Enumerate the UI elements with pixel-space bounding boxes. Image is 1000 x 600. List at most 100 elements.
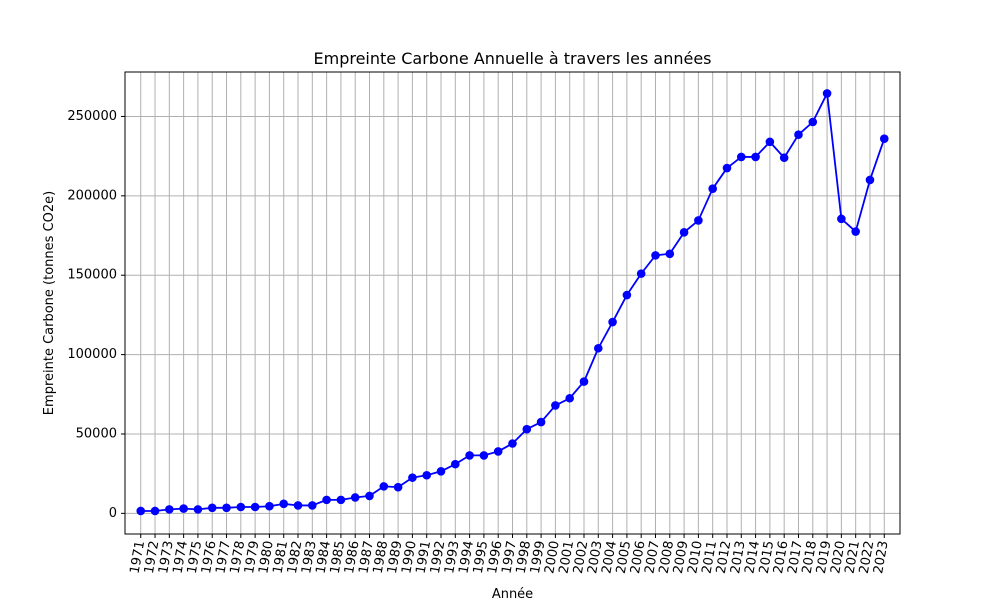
data-point	[879, 134, 889, 143]
data-point	[508, 439, 517, 448]
data-point	[636, 269, 646, 278]
x-tick-label: 1976	[199, 540, 220, 575]
x-tick-label: 1973	[156, 540, 177, 575]
data-point	[308, 501, 317, 510]
x-axis-title: Année	[492, 587, 533, 600]
x-tick-label: 1972	[142, 540, 163, 575]
x-tick-label: 1979	[242, 540, 263, 575]
x-axis-ticks: 1971197219731974197519761977197819791980…	[128, 534, 892, 575]
x-tick-label: 2008	[657, 540, 678, 575]
y-tick-label: 100000	[67, 347, 117, 362]
x-tick-label: 2022	[857, 540, 878, 575]
data-point	[579, 377, 589, 386]
x-tick-label: 2002	[571, 540, 592, 575]
x-tick-label: 2018	[800, 540, 821, 575]
x-tick-label: 1981	[271, 540, 292, 575]
data-point	[393, 482, 403, 492]
data-point	[736, 152, 746, 162]
x-tick-label: 2015	[757, 540, 778, 575]
y-tick-label: 250000	[67, 109, 117, 124]
y-tick-label: 50000	[76, 426, 117, 441]
x-tick-label: 2004	[599, 540, 620, 575]
data-point	[250, 502, 260, 512]
data-point	[651, 251, 660, 260]
data-point	[293, 501, 303, 510]
chart-title: Empreinte Carbone Annuelle à travers les…	[314, 49, 712, 68]
data-point	[465, 451, 474, 460]
x-tick-label: 1991	[414, 540, 435, 575]
data-point	[379, 482, 389, 491]
x-tick-label: 1986	[342, 540, 363, 575]
x-tick-label: 2006	[628, 540, 649, 575]
data-point	[451, 459, 460, 469]
data-point	[593, 343, 603, 353]
x-tick-label: 1978	[228, 540, 249, 575]
x-tick-label: 2016	[771, 540, 792, 575]
data-point	[551, 401, 560, 410]
x-tick-label: 2019	[814, 540, 835, 575]
data-point	[794, 130, 803, 140]
x-tick-label: 2017	[785, 540, 806, 575]
x-tick-label: 2009	[671, 540, 692, 575]
data-point	[722, 163, 732, 173]
data-point	[679, 228, 689, 237]
data-point	[808, 117, 818, 127]
y-axis-ticks: 0 50000 100000 150000 200000 250000	[67, 109, 125, 521]
x-tick-label: 1995	[471, 540, 492, 575]
data-point	[165, 505, 174, 514]
data-point	[150, 506, 160, 516]
data-point	[493, 447, 503, 456]
data-point	[265, 501, 274, 511]
data-point	[822, 89, 832, 98]
data-point	[322, 495, 331, 505]
data-point	[350, 493, 360, 502]
data-point	[479, 451, 489, 460]
x-tick-label: 2005	[614, 540, 635, 575]
x-tick-label: 2001	[557, 540, 578, 575]
data-point	[207, 503, 217, 513]
y-tick-label: 150000	[67, 268, 117, 283]
x-tick-label: 1977	[213, 540, 234, 575]
x-tick-label: 1990	[399, 540, 420, 575]
x-tick-label: 1988	[371, 540, 392, 575]
x-tick-label: 1983	[299, 540, 320, 575]
data-point	[779, 153, 789, 163]
x-tick-label: 1989	[385, 540, 406, 575]
data-point	[236, 502, 246, 512]
data-point	[608, 317, 617, 327]
x-tick-label: 2011	[700, 540, 721, 575]
x-tick-label: 2000	[542, 540, 563, 575]
x-tick-label: 1999	[528, 540, 549, 575]
x-tick-label: 1975	[185, 540, 206, 575]
data-point	[279, 499, 289, 509]
data-point	[365, 491, 374, 501]
x-tick-label: 1993	[442, 540, 463, 575]
y-tick-label: 0	[109, 506, 117, 521]
data-point	[837, 214, 846, 224]
data-point	[708, 184, 717, 193]
x-tick-label: 1985	[328, 540, 349, 575]
x-tick-label: 1971	[128, 540, 149, 575]
data-point	[222, 503, 231, 513]
x-tick-label: 1974	[170, 540, 191, 575]
x-tick-label: 2020	[828, 540, 849, 575]
x-tick-label: 1982	[285, 540, 306, 575]
x-tick-label: 1984	[313, 540, 334, 575]
data-point	[851, 227, 860, 236]
data-point	[665, 249, 675, 259]
x-tick-label: 2007	[642, 540, 663, 575]
data-point	[622, 290, 632, 300]
x-tick-label: 2014	[742, 540, 763, 575]
y-tick-label: 200000	[67, 188, 117, 203]
data-point	[865, 175, 875, 185]
x-tick-label: 1996	[485, 540, 506, 575]
x-tick-label: 1994	[456, 540, 477, 575]
data-point	[193, 505, 203, 514]
series-layer	[136, 89, 889, 516]
x-tick-label: 2013	[728, 540, 749, 575]
data-point	[408, 473, 417, 482]
x-tick-label: 2012	[714, 540, 735, 575]
data-point	[422, 470, 432, 480]
x-tick-label: 2003	[585, 540, 606, 575]
